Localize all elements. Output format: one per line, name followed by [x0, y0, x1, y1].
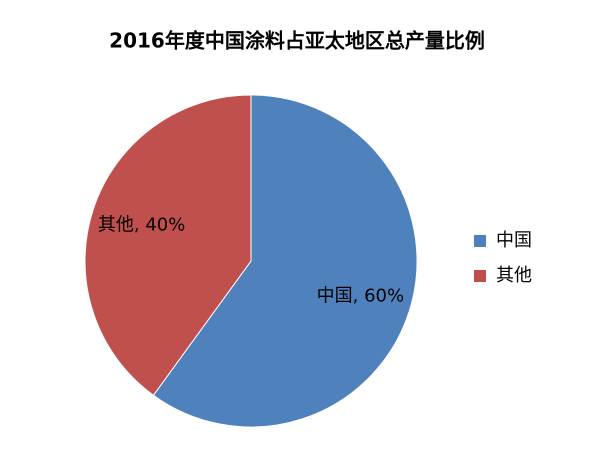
chart-title: 2016年度中国涂料占亚太地区总产量比例 [109, 29, 485, 53]
legend-swatch [474, 235, 486, 247]
legend-label: 其他 [496, 265, 532, 286]
pie-slice [152, 94, 418, 428]
legend-label: 中国 [496, 230, 532, 251]
legend-swatch [474, 270, 486, 282]
data-label: 中国, 60% [317, 286, 404, 307]
data-label: 其他, 40% [98, 214, 185, 235]
pie-slice [84, 94, 252, 396]
